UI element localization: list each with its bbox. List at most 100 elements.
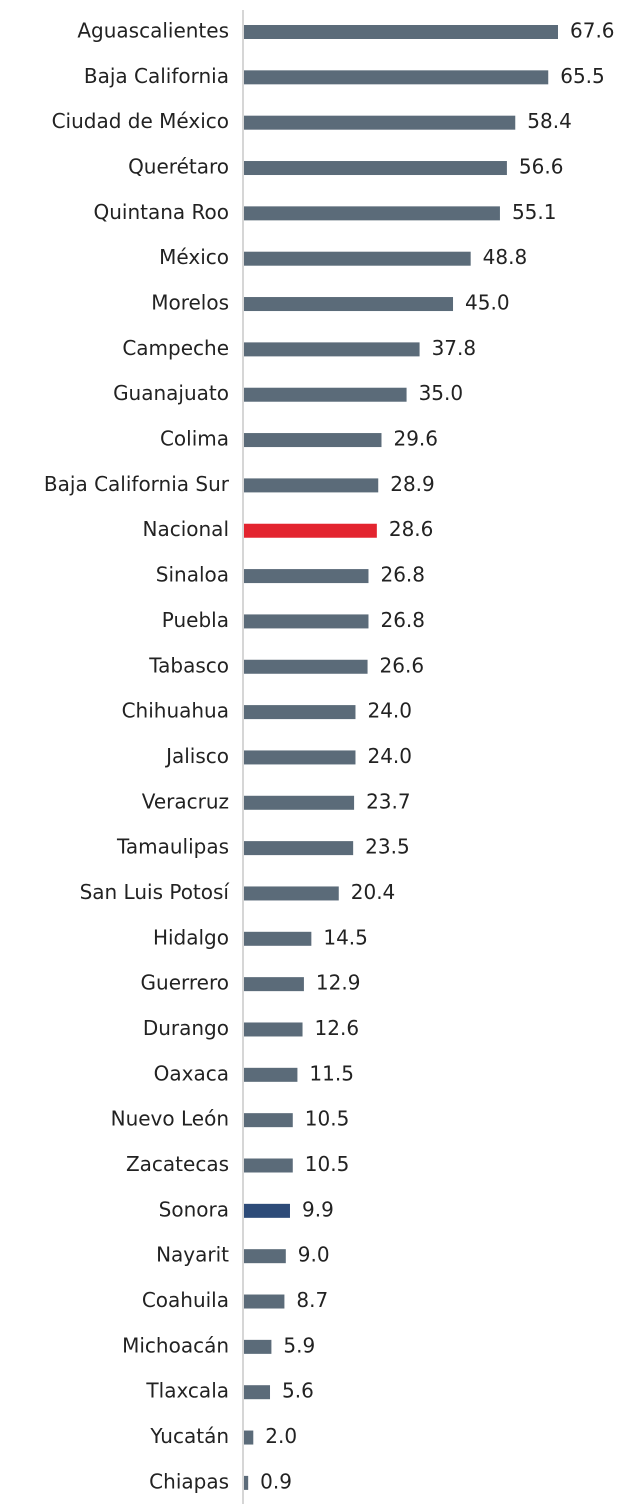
value-label: 12.6 [315, 1016, 360, 1040]
bar [244, 342, 420, 357]
category-label: Nuevo León [111, 1107, 229, 1131]
category-label: Tamaulipas [116, 835, 229, 859]
value-label: 9.0 [298, 1243, 330, 1267]
bar [244, 1249, 286, 1264]
bar [244, 1339, 272, 1354]
bar [244, 1294, 285, 1309]
category-label: Tlaxcala [145, 1379, 229, 1403]
category-label: Colima [160, 427, 229, 451]
bar [244, 750, 356, 765]
category-label: Ciudad de México [52, 109, 229, 133]
bar [244, 433, 382, 448]
value-label: 37.8 [432, 336, 477, 360]
category-label: Chihuahua [122, 699, 229, 723]
value-label: 2.0 [265, 1424, 297, 1448]
category-label: México [159, 245, 229, 269]
value-label: 8.7 [296, 1288, 328, 1312]
bar [244, 841, 354, 856]
category-label: Guerrero [141, 971, 229, 995]
value-label: 26.6 [380, 653, 425, 677]
value-label: 23.5 [365, 835, 410, 859]
value-label: 11.5 [309, 1061, 354, 1085]
category-label: Tabasco [148, 653, 229, 677]
bar [244, 478, 379, 493]
value-label: 10.5 [305, 1152, 350, 1176]
value-label: 26.8 [380, 563, 425, 587]
category-label: Morelos [151, 291, 229, 315]
bar [244, 795, 355, 810]
category-label: Jalisco [164, 744, 229, 768]
category-label: Nayarit [156, 1243, 229, 1267]
bar [244, 1113, 293, 1128]
category-label: Guanajuato [113, 381, 229, 405]
bar [244, 251, 471, 266]
bar [244, 1430, 254, 1445]
category-label: Querétaro [128, 155, 229, 179]
category-label: Baja California [84, 64, 229, 88]
category-label: Aguascalientes [77, 19, 229, 43]
category-label: Coahuila [142, 1288, 229, 1312]
bar [244, 70, 549, 85]
category-label: Veracruz [142, 789, 229, 813]
bar [244, 1158, 293, 1173]
value-label: 48.8 [483, 245, 528, 269]
category-label: Sinaloa [156, 563, 229, 587]
bar [244, 977, 304, 992]
bar [244, 25, 558, 39]
category-label: Zacatecas [126, 1152, 229, 1176]
category-label: Campeche [122, 336, 229, 360]
value-label: 58.4 [527, 109, 572, 133]
bar [244, 1022, 303, 1037]
value-label: 65.5 [560, 64, 605, 88]
category-label: Baja California Sur [44, 472, 230, 496]
value-label: 5.9 [283, 1333, 315, 1357]
value-label: 55.1 [512, 200, 557, 224]
value-label: 20.4 [351, 880, 396, 904]
category-label: Michoacán [122, 1333, 229, 1357]
bar [244, 705, 356, 720]
category-label: Sonora [159, 1197, 229, 1221]
bar [244, 1203, 290, 1218]
bar [244, 387, 407, 402]
value-label: 10.5 [305, 1107, 350, 1131]
bar [244, 523, 377, 538]
category-label: Chiapas [149, 1469, 229, 1493]
value-label: 26.8 [380, 608, 425, 632]
value-label: 45.0 [465, 291, 510, 315]
value-label: 28.9 [390, 472, 435, 496]
category-label: Nacional [143, 517, 230, 541]
value-label: 12.9 [316, 971, 361, 995]
value-label: 56.6 [519, 155, 564, 179]
category-label: San Luis Potosí [80, 880, 231, 904]
value-label: 24.0 [367, 699, 412, 723]
category-label: Puebla [162, 608, 229, 632]
bar [244, 115, 516, 130]
value-label: 0.9 [260, 1469, 292, 1493]
category-label: Oaxaca [154, 1061, 229, 1085]
value-label: 24.0 [367, 744, 412, 768]
bar [244, 614, 369, 629]
bar [244, 206, 500, 221]
bar [244, 1067, 298, 1082]
bar [244, 297, 454, 312]
bar [244, 569, 369, 584]
category-label: Hidalgo [153, 925, 229, 949]
value-label: 67.6 [570, 19, 615, 43]
value-label: 35.0 [419, 381, 464, 405]
category-label: Quintana Roo [93, 200, 229, 224]
value-label: 23.7 [366, 789, 411, 813]
bar [244, 931, 312, 946]
value-label: 28.6 [389, 517, 434, 541]
bar [244, 886, 339, 901]
value-label: 9.9 [302, 1197, 334, 1221]
value-label: 5.6 [282, 1379, 314, 1403]
category-label: Durango [143, 1016, 229, 1040]
value-label: 29.6 [393, 427, 438, 451]
bar [244, 161, 507, 176]
bar [244, 1385, 271, 1400]
category-label: Yucatán [149, 1424, 229, 1448]
value-label: 14.5 [323, 925, 368, 949]
bar [244, 1475, 249, 1490]
bar [244, 659, 368, 674]
